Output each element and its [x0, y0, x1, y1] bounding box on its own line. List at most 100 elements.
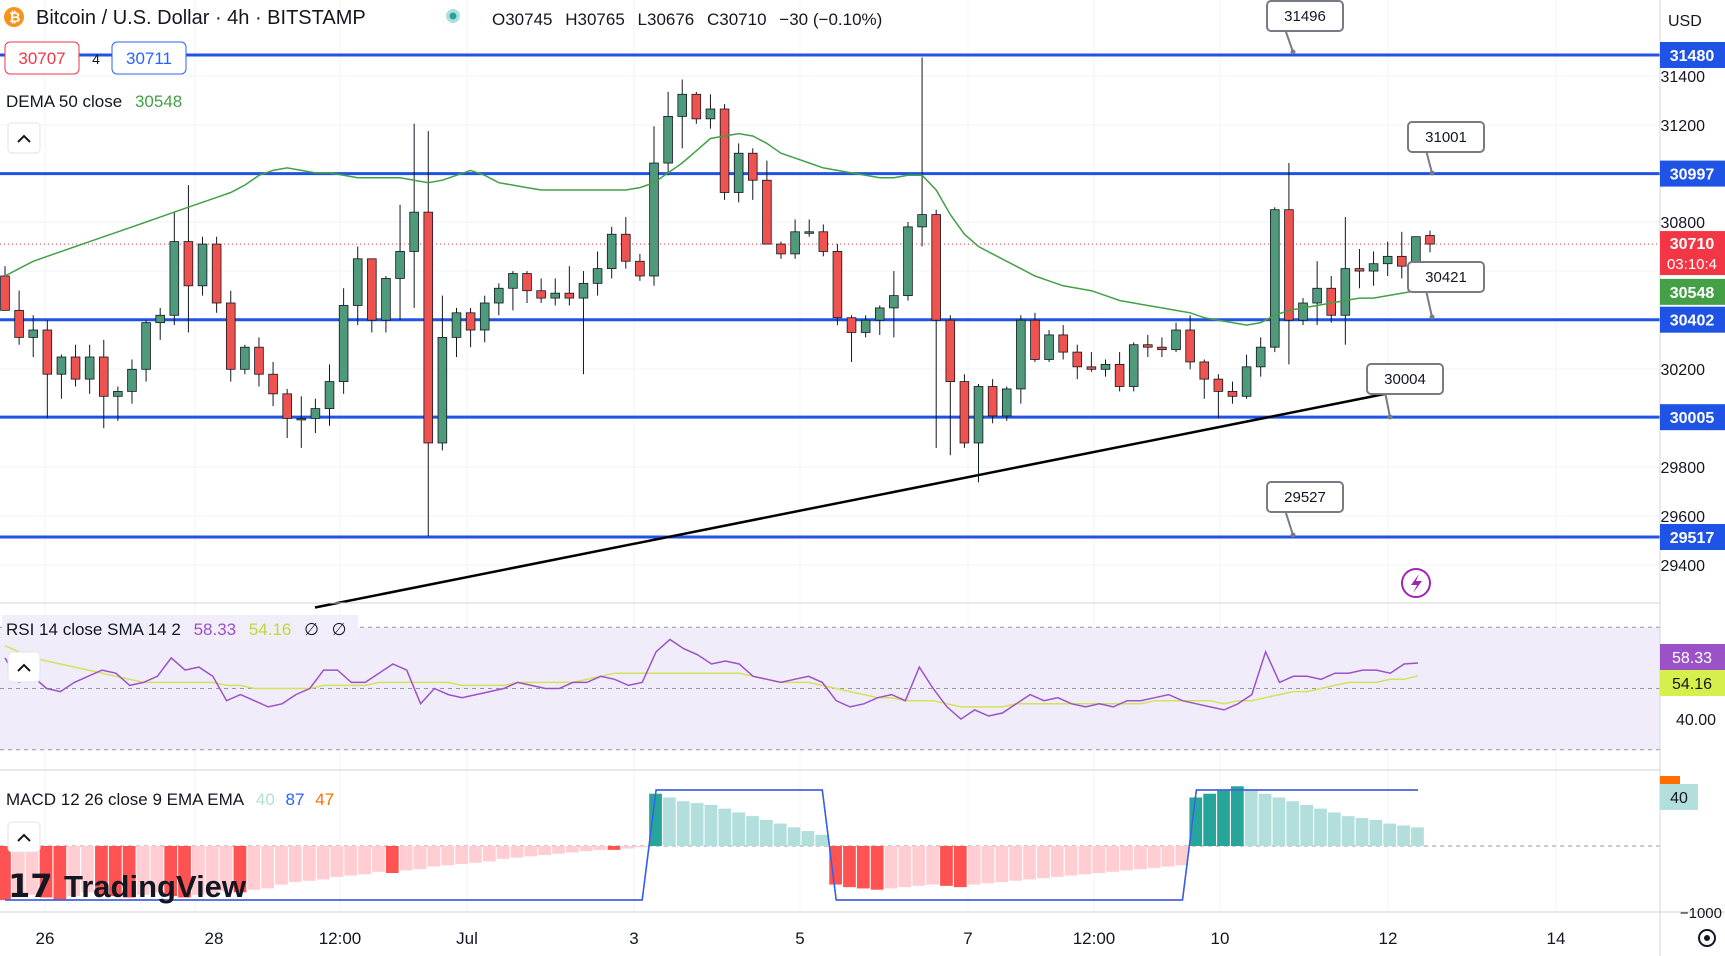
- ohlc-close: C30710: [707, 10, 767, 29]
- macd-hist-bar: [1106, 846, 1120, 872]
- ask-button[interactable]: [111, 41, 187, 75]
- price-callouts[interactable]: 31496 31001 30421 30004 29527: [1266, 0, 1485, 538]
- lightning-bolt-icon: [1411, 574, 1422, 593]
- macd-hist-bar: [1369, 819, 1383, 846]
- bid-button[interactable]: [4, 41, 80, 75]
- macd-hist-bar: [219, 846, 233, 891]
- collapse-legend-button[interactable]: [7, 122, 41, 154]
- price-tick-label: 30200: [1661, 362, 1706, 379]
- candle-body: [0, 275, 10, 311]
- macd-legend[interactable]: MACD 12 26 close 9 EMA EMA 40 87 47: [6, 790, 334, 853]
- candle-body: [113, 390, 123, 397]
- callout-pointer: [1384, 391, 1391, 418]
- macd-hist-bar: [704, 804, 718, 846]
- macd-hist-bar: [552, 846, 565, 854]
- price-tick-label: 30800: [1661, 215, 1706, 232]
- macd-hist-bar: [773, 823, 787, 846]
- macd-hist-bar: [566, 846, 579, 853]
- ohlc-open: O30745: [492, 10, 553, 29]
- rsi-path: [4, 638, 1419, 721]
- macd-hist-bar: [385, 846, 399, 873]
- price-badge-label: 29517: [1670, 530, 1715, 547]
- candle-body: [747, 152, 758, 181]
- candle-body: [1241, 366, 1252, 397]
- macd-hist-bar: [427, 846, 441, 867]
- candle-body: [1044, 334, 1054, 360]
- macd-legend-text: MACD 12 26 close 9 EMA EMA 40 87 47: [6, 790, 334, 809]
- macd-hist-bar: [164, 846, 178, 897]
- dema-legend[interactable]: DEMA 50 close 30548: [6, 92, 182, 111]
- candle-body: [705, 108, 716, 120]
- candle-body: [621, 233, 631, 262]
- currency-label[interactable]: USD: [1668, 13, 1702, 30]
- macd-badge: [1660, 784, 1698, 810]
- collapse-rsi-button[interactable]: [7, 651, 41, 683]
- tradingview-watermark[interactable]: 𝟭𝟳 TradingView: [8, 868, 247, 904]
- trendline[interactable]: [314, 387, 1411, 609]
- macd-hist-bar: [39, 846, 53, 898]
- macd-tick-label: −1000: [1680, 905, 1722, 922]
- candle-body: [240, 346, 250, 370]
- rsi-badge: [1660, 670, 1725, 696]
- candle-body: [776, 243, 786, 255]
- callout-box[interactable]: [1407, 121, 1485, 153]
- price-badge-label: 30402: [1670, 313, 1715, 330]
- candle-body: [917, 214, 927, 228]
- candle-body: [832, 251, 843, 319]
- candle-body: [663, 115, 673, 164]
- callout-box[interactable]: [1366, 363, 1444, 395]
- rsi-badge: [1660, 644, 1725, 670]
- callout-box[interactable]: [1266, 0, 1344, 32]
- callout-box[interactable]: [1266, 481, 1344, 513]
- macd-hist-bar: [11, 846, 25, 898]
- rsi-legend-text: RSI 14 close SMA 14 2 58.33 54.16 ∅ ∅: [6, 620, 346, 639]
- chevron-up-icon: [17, 663, 31, 672]
- macd-hist-bar: [953, 846, 967, 888]
- macd-hist-bar: [1189, 797, 1203, 846]
- rsi-legend[interactable]: RSI 14 close SMA 14 2 58.33 54.16 ∅ ∅: [2, 615, 358, 683]
- candle-body: [860, 319, 871, 333]
- macd-hist-bar: [372, 846, 385, 872]
- candle-body: [945, 319, 956, 382]
- candle-body: [395, 251, 405, 279]
- candle-body: [536, 290, 546, 299]
- time-tick-label: 14: [1547, 929, 1566, 948]
- ask-price: 30711: [126, 49, 172, 68]
- callout-anchor: [1290, 532, 1296, 538]
- macd-legend-hist: 40: [256, 790, 275, 809]
- callout-label: 31001: [1425, 129, 1467, 146]
- trendline-segment[interactable]: [314, 387, 1411, 609]
- rsi-legend-extra2: ∅: [332, 620, 347, 639]
- macd-hist-bar: [247, 846, 261, 890]
- rsi-pane: [0, 626, 1660, 751]
- symbol-title[interactable]: Bitcoin / U.S. Dollar · 4h · BITSTAMP: [36, 7, 366, 29]
- macd-pane: [0, 786, 1660, 901]
- macd-hist-bar: [455, 846, 468, 864]
- candle-body: [310, 408, 321, 419]
- ohlc-change: −30 (−0.10%): [779, 10, 882, 29]
- candle-body: [84, 356, 95, 380]
- callout-pointer: [1284, 509, 1294, 536]
- callout-box[interactable]: [1407, 261, 1485, 293]
- candle-body: [70, 356, 81, 380]
- candle-body: [1354, 268, 1365, 272]
- candle-body: [987, 386, 998, 417]
- collapse-macd-button[interactable]: [7, 821, 41, 853]
- macd-hist-bar: [1300, 804, 1313, 846]
- settings-gear-icon[interactable]: [1698, 929, 1716, 947]
- candle-body: [1001, 388, 1012, 417]
- rsi-legend-label: RSI 14 close SMA 14 2: [6, 620, 181, 639]
- candle-body: [1298, 302, 1308, 321]
- macd-hist-bar: [178, 846, 191, 898]
- bitcoin-logo-icon: [4, 7, 24, 27]
- dema-legend-value: 30548: [135, 92, 182, 111]
- candle-body: [804, 231, 814, 234]
- support-resistance-levels: [0, 53, 1660, 539]
- price-badge: [1660, 160, 1725, 187]
- time-tick-label: 12: [1379, 929, 1398, 948]
- price-badge-countdown: 03:10:4: [1667, 256, 1717, 273]
- ohlc-high: H30765: [565, 10, 625, 29]
- macd-hist-bar: [413, 846, 427, 870]
- candle-body: [1199, 361, 1210, 380]
